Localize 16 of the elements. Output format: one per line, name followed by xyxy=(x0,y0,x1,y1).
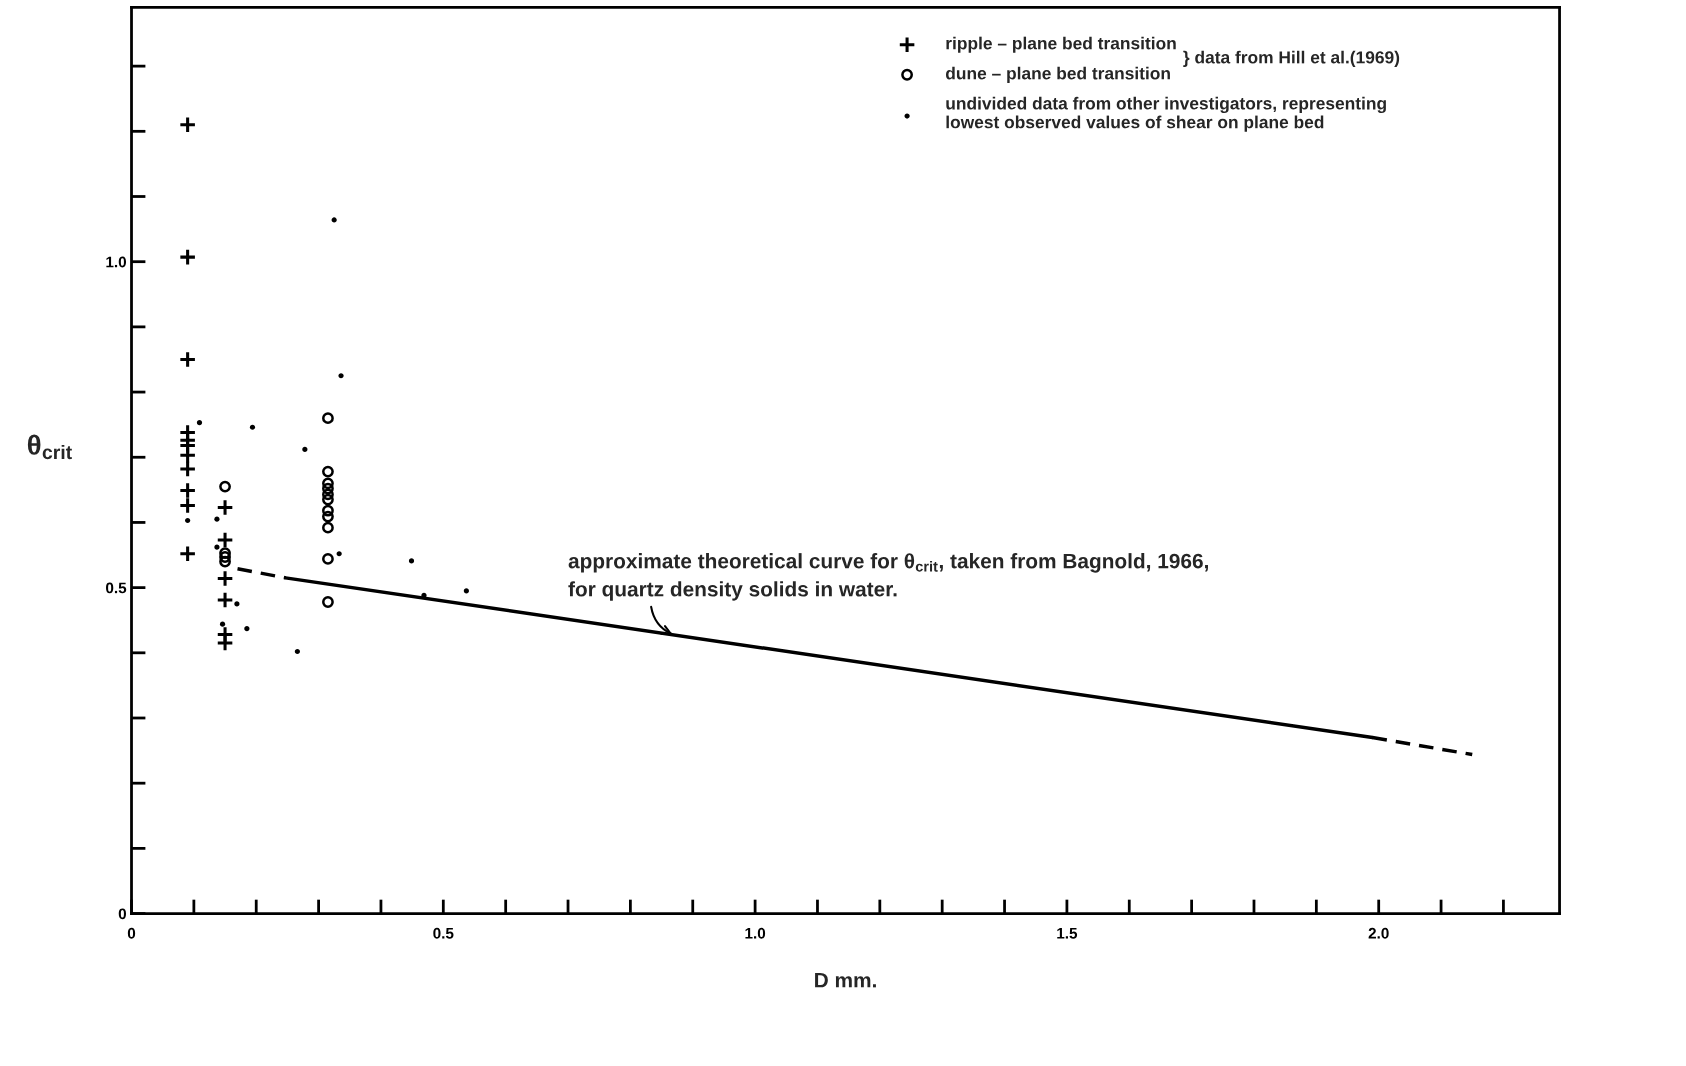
x-tick-label: 1.0 xyxy=(745,927,766,939)
annotation: approximate theoretical curve for θ$_{crit}$, taken from Bagnold, 1966, xyxy=(568,553,1208,573)
x-axis-title: D mm. xyxy=(815,973,876,988)
x-tick-label: 1.5 xyxy=(1057,928,1078,939)
y-axis-title: θ$_{crit}$ xyxy=(27,434,72,460)
x-tick-label: 0 xyxy=(127,927,136,939)
annotation: } data from Hill et al.(1969) xyxy=(1183,50,1400,67)
x-tick-label: 0.5 xyxy=(433,927,454,939)
y-tick-label: 0 xyxy=(118,908,127,920)
annotation: for quartz density solids in water. xyxy=(568,581,897,601)
legend-label: undivided data from other investigators, representing lowest observed values of shear on plane bed xyxy=(946,96,1386,132)
y-tick-label: 1.0 xyxy=(106,256,127,268)
x-tick-label: 2.0 xyxy=(1368,927,1389,939)
legend-label: ripple – plane bed transition xyxy=(946,36,1176,53)
legend-label: dune – plane bed transition xyxy=(945,66,1170,83)
y-tick-label: 0.5 xyxy=(106,582,127,594)
